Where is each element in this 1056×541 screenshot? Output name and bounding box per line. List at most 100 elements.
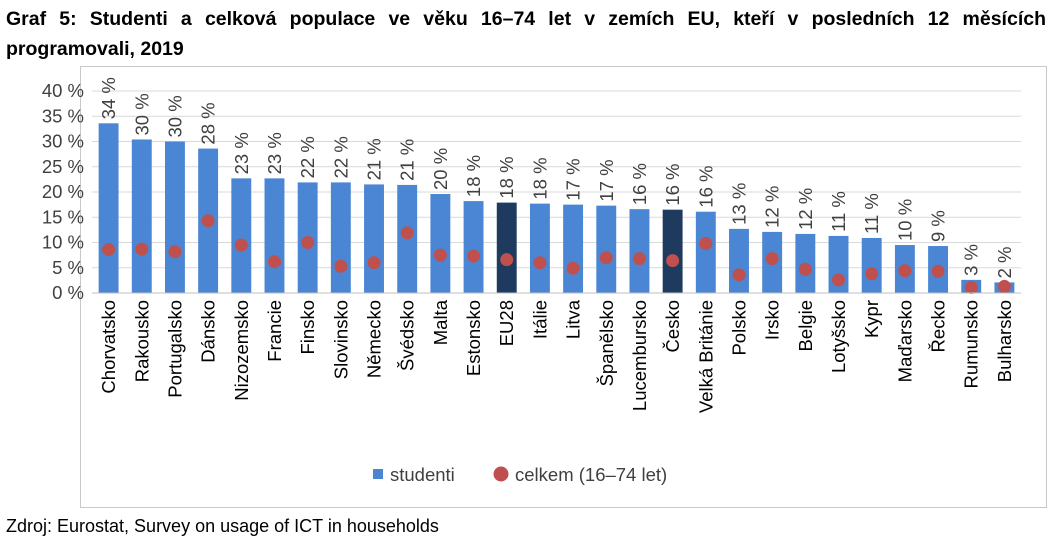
dot-Kypr bbox=[865, 267, 879, 281]
x-axis-labels: Chorvatsko Rakousko Portugalsko Dánsko Nizoz… bbox=[98, 299, 1015, 413]
y-tick-label: 35 % bbox=[42, 105, 84, 126]
data-label: 9 % bbox=[928, 210, 949, 242]
x-tick-label: Chorvatsko bbox=[98, 300, 119, 394]
dots bbox=[102, 214, 1011, 294]
bar-EU28 bbox=[496, 202, 517, 293]
dot-Bulharsko bbox=[997, 279, 1011, 293]
dot-Švédsko bbox=[400, 226, 414, 240]
x-tick-label: Rakousko bbox=[131, 300, 152, 382]
data-label: 30 % bbox=[131, 93, 152, 135]
dot-Estonsko bbox=[467, 249, 481, 263]
x-tick-label: Finsko bbox=[297, 300, 318, 355]
data-label: 11 % bbox=[861, 193, 882, 234]
data-label: 2 % bbox=[994, 247, 1015, 279]
x-tick-label: Irsko bbox=[762, 300, 783, 340]
dot-Rumunsko bbox=[964, 280, 978, 294]
data-label: 20 % bbox=[430, 148, 451, 190]
dot-Francie bbox=[267, 255, 281, 269]
legend-swatch-celkem bbox=[493, 466, 509, 482]
data-label: 10 % bbox=[894, 199, 915, 241]
source-note: Zdroj: Eurostat, Survey on usage of ICT … bbox=[6, 516, 439, 536]
data-label: 28 % bbox=[198, 102, 219, 144]
x-tick-label: Litva bbox=[563, 299, 584, 339]
chart-frame bbox=[80, 66, 1047, 508]
x-tick-label: Kypr bbox=[861, 300, 882, 338]
data-label: 34 % bbox=[98, 77, 119, 119]
y-axis-ticks: 0 % 5 % 10 % 15 % 20 % 25 % 30 % 35 % 40 % bbox=[42, 80, 84, 303]
x-tick-label: EU28 bbox=[496, 300, 517, 346]
dot-Polsko bbox=[732, 268, 746, 282]
x-tick-label: Portugalsko bbox=[164, 300, 185, 398]
y-tick-label: 25 % bbox=[42, 156, 84, 177]
data-label: 3 % bbox=[961, 244, 982, 276]
x-tick-label: Belgie bbox=[795, 300, 816, 351]
data-label: 13 % bbox=[728, 183, 749, 225]
x-tick-label: Bulharsko bbox=[994, 300, 1015, 382]
legend-label-studenti: studenti bbox=[390, 464, 455, 485]
dot-Nizozemsko bbox=[234, 238, 248, 252]
data-labels: 34 % 30 % 30 % 28 % 23 % 23 % 22 % 22 % 21 % 21 %… bbox=[98, 77, 1015, 278]
dot-Lotyšsko bbox=[832, 273, 846, 287]
dot-Německo bbox=[367, 256, 381, 270]
dot-Česko bbox=[666, 254, 680, 268]
chart-title: Graf 5: Studenti a celková populace ve v… bbox=[6, 8, 1046, 60]
x-tick-label: Lotyšsko bbox=[828, 300, 849, 373]
bar-Estonsko bbox=[463, 201, 484, 293]
dot-Belgie bbox=[798, 262, 812, 276]
bar-Německo bbox=[364, 184, 384, 293]
bar-Nizozemsko bbox=[231, 178, 252, 293]
bar-Rakousko bbox=[131, 139, 152, 293]
data-label: 22 % bbox=[330, 136, 351, 178]
x-tick-label: Itálie bbox=[529, 300, 550, 339]
bar-Česko bbox=[662, 209, 683, 293]
data-label: 16 % bbox=[629, 163, 650, 205]
bar-Lucembursko bbox=[629, 209, 650, 293]
bar-Litva bbox=[563, 204, 584, 293]
bar-Portugalsko bbox=[164, 141, 185, 293]
x-tick-label: Francie bbox=[264, 300, 285, 362]
x-tick-label: Malta bbox=[430, 299, 451, 345]
legend: studenti celkem (16–74 let) bbox=[373, 464, 667, 485]
dot-Řecko bbox=[931, 264, 945, 278]
data-label: 16 % bbox=[662, 164, 683, 206]
x-tick-label: Velká Británie bbox=[695, 300, 716, 413]
dot-EU28 bbox=[500, 253, 514, 267]
data-label: 21 % bbox=[397, 139, 418, 181]
data-label: 12 % bbox=[762, 186, 783, 228]
dot-Portugalsko bbox=[168, 245, 182, 259]
y-tick-label: 10 % bbox=[42, 232, 84, 253]
dot-Itálie bbox=[533, 256, 547, 270]
bar-Velká Británie bbox=[695, 211, 716, 293]
x-tick-label: Švédsko bbox=[397, 300, 418, 371]
x-tick-label: Lucembursko bbox=[629, 300, 650, 411]
data-label: 18 % bbox=[496, 156, 517, 198]
data-label: 23 % bbox=[231, 132, 252, 174]
bar-Malta bbox=[430, 194, 451, 293]
dot-Irsko bbox=[765, 252, 779, 266]
y-tick-label: 0 % bbox=[52, 282, 84, 303]
data-label: 18 % bbox=[529, 157, 550, 199]
x-tick-label: Dánsko bbox=[198, 300, 219, 363]
dot-Malta bbox=[433, 248, 447, 262]
data-label: 21 % bbox=[364, 138, 385, 180]
data-label: 16 % bbox=[695, 166, 716, 208]
x-tick-label: Německo bbox=[364, 300, 385, 378]
data-label: 18 % bbox=[463, 155, 484, 197]
dot-Maďarsko bbox=[898, 264, 912, 278]
bar-Polsko bbox=[729, 228, 749, 293]
x-tick-label: Slovinsko bbox=[330, 300, 351, 379]
data-label: 23 % bbox=[264, 132, 285, 174]
x-tick-label: Polsko bbox=[728, 300, 749, 356]
dot-Litva bbox=[566, 261, 580, 275]
bar-Kypr bbox=[861, 237, 882, 293]
x-tick-label: Maďarsko bbox=[894, 300, 915, 382]
y-tick-label: 15 % bbox=[42, 206, 84, 227]
dot-Finsko bbox=[301, 236, 315, 249]
data-label: 22 % bbox=[297, 136, 318, 178]
y-tick-label: 20 % bbox=[42, 181, 84, 202]
data-label: 11 % bbox=[828, 191, 849, 232]
x-tick-label: Španělsko bbox=[596, 300, 617, 386]
data-label: 17 % bbox=[596, 159, 617, 201]
x-tick-label: Rumunsko bbox=[961, 300, 982, 388]
dot-Chorvatsko bbox=[102, 243, 116, 257]
